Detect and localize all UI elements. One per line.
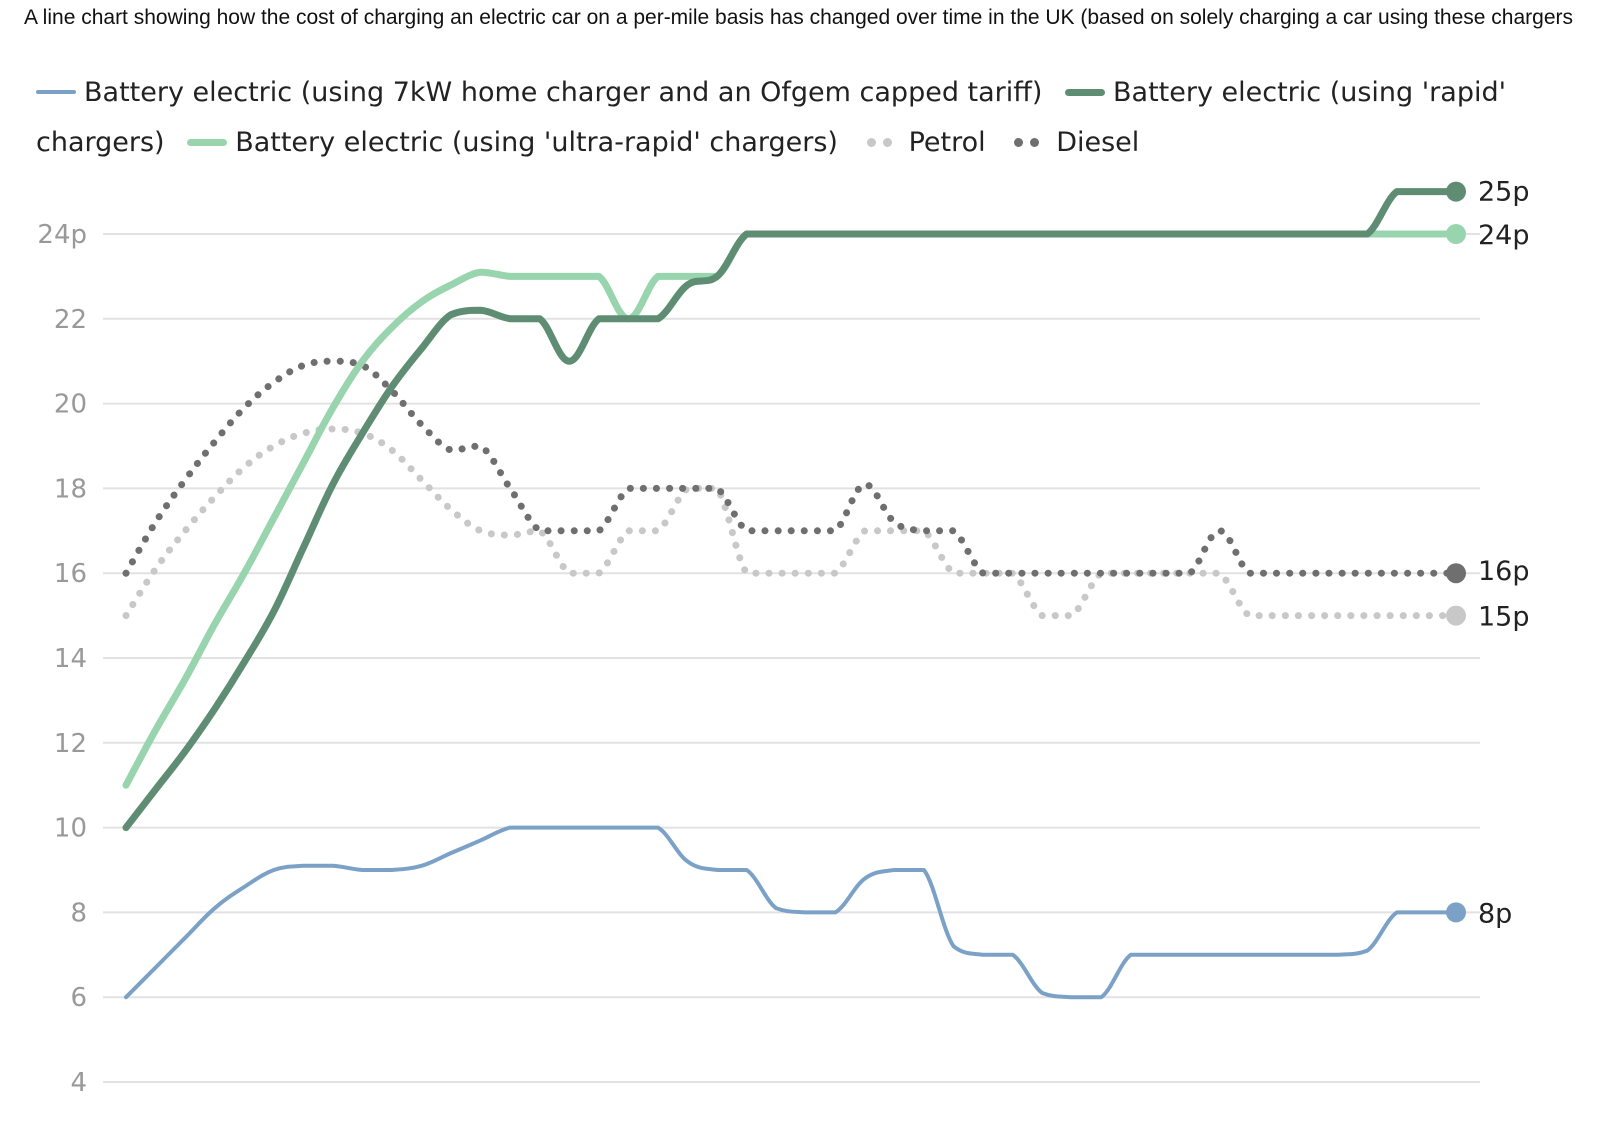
y-tick-label: 10 xyxy=(54,814,87,844)
legend-swatch-ultra-rapid xyxy=(187,131,228,153)
end-label-petrol: 15p xyxy=(1478,602,1530,633)
y-tick-label: 20 xyxy=(54,390,87,420)
legend-swatch-rapid xyxy=(1065,81,1106,103)
legend-label-ultra-rapid: Battery electric (using 'ultra-rapid' ch… xyxy=(235,127,838,158)
series-line-ultra-rapid xyxy=(122,230,1460,789)
y-tick-label: 14 xyxy=(54,644,87,674)
series-line-rapid xyxy=(122,188,1460,832)
legend-label-home-charger: Battery electric (using 7kW home charger… xyxy=(84,77,1043,108)
legend-item-diesel: Diesel xyxy=(1008,127,1139,158)
series-line-diesel xyxy=(122,357,1460,577)
end-marker-petrol xyxy=(1446,605,1466,626)
y-tick-label: 6 xyxy=(70,983,87,1013)
legend-label-petrol: Petrol xyxy=(908,127,986,158)
legend-swatch-petrol xyxy=(861,131,901,153)
end-marker-ultra-rapid xyxy=(1446,224,1466,244)
legend-item-home-charger: Battery electric (using 7kW home charger… xyxy=(36,77,1042,108)
end-label-rapid: 25p xyxy=(1478,177,1530,208)
y-tick-label: 4 xyxy=(70,1068,87,1098)
end-marker-diesel xyxy=(1446,563,1466,584)
end-label-home-charger: 8p xyxy=(1478,898,1512,929)
legend-swatch-diesel xyxy=(1008,131,1048,153)
y-tick-label: 18 xyxy=(54,474,87,504)
y-tick-label: 16 xyxy=(54,559,87,589)
y-tick-label: 12 xyxy=(54,729,87,759)
y-tick-label: 8 xyxy=(70,898,87,928)
legend-label-rapid: Battery electric (using 'rapid' chargers… xyxy=(36,77,1507,158)
end-labels: 15p 16p 8p 24p 25p xyxy=(1478,177,1530,930)
chart-caption: A line chart showing how the cost of cha… xyxy=(24,6,1574,29)
series-lines xyxy=(122,188,1460,1000)
legend-item-ultra-rapid: Battery electric (using 'ultra-rapid' ch… xyxy=(187,127,838,158)
y-tick-label: 22 xyxy=(54,305,87,335)
end-label-diesel: 16p xyxy=(1478,556,1530,587)
end-label-ultra-rapid: 24p xyxy=(1478,220,1530,251)
end-marker-home-charger xyxy=(1446,902,1466,923)
legend-label-diesel: Diesel xyxy=(1056,127,1140,158)
legend-item-rapid: Battery electric (using 'rapid' chargers… xyxy=(36,77,1506,158)
series-line-home-charger xyxy=(124,825,1458,1000)
legend-item-petrol: Petrol xyxy=(861,127,986,158)
chart-legend: Battery electric (using 7kW home charger… xyxy=(36,68,1536,168)
legend-swatch-home-charger xyxy=(36,81,76,103)
y-axis-ticks: 4 6 8 10 12 14 16 18 20 22 24p xyxy=(37,220,87,1098)
y-tick-label: 24p xyxy=(37,220,87,250)
series-line-petrol xyxy=(122,425,1460,620)
end-markers xyxy=(1446,181,1466,923)
end-marker-rapid xyxy=(1446,181,1466,202)
